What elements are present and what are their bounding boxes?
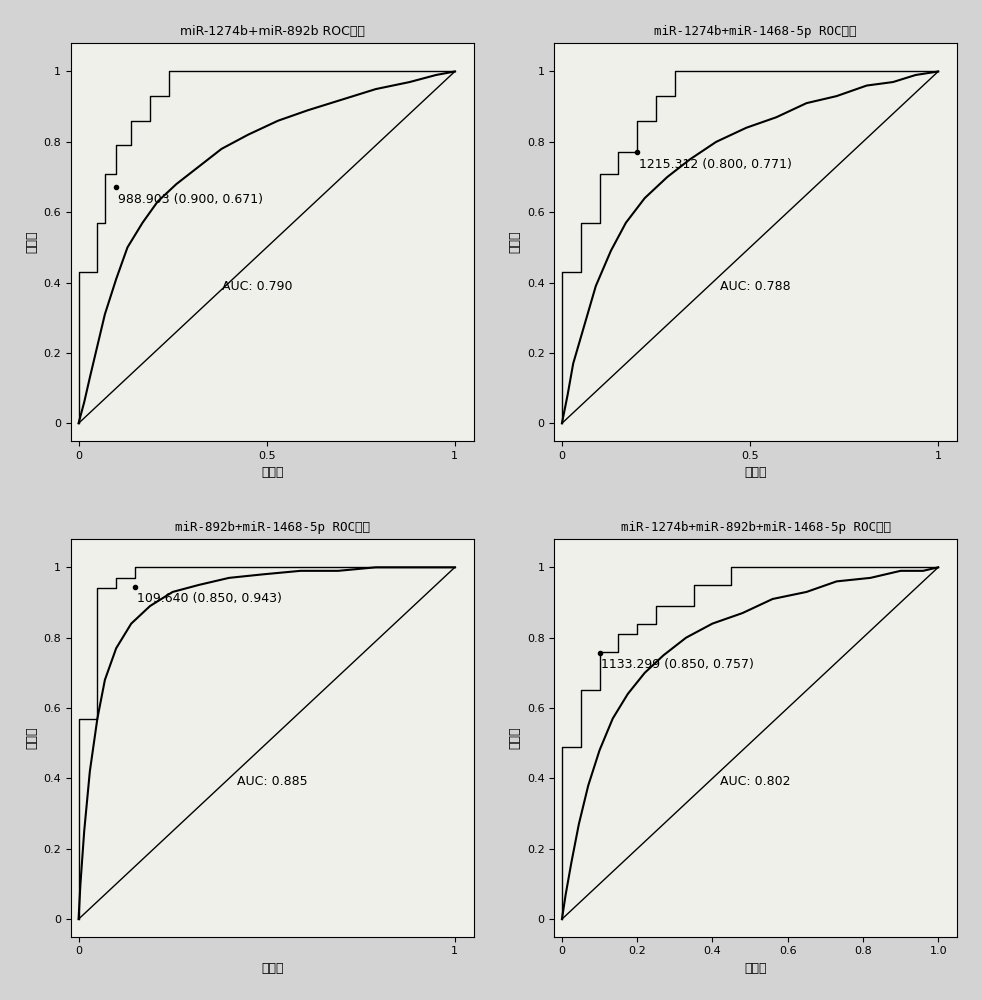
Title: miR-1274b+miR-1468-5p ROC曲线: miR-1274b+miR-1468-5p ROC曲线 xyxy=(654,25,857,38)
Text: AUC: 0.885: AUC: 0.885 xyxy=(237,775,307,788)
Y-axis label: 敏感性: 敏感性 xyxy=(509,231,521,253)
Y-axis label: 敏感性: 敏感性 xyxy=(25,231,38,253)
Text: 1215.312 (0.800, 0.771): 1215.312 (0.800, 0.771) xyxy=(639,158,791,171)
X-axis label: 特异性: 特异性 xyxy=(261,466,284,479)
Text: AUC: 0.788: AUC: 0.788 xyxy=(720,280,791,293)
Title: miR-892b+miR-1468-5p ROC曲线: miR-892b+miR-1468-5p ROC曲线 xyxy=(175,521,370,534)
Y-axis label: 敏感性: 敏感性 xyxy=(509,727,521,749)
Text: 109.640 (0.850, 0.943): 109.640 (0.850, 0.943) xyxy=(136,592,282,605)
Title: miR-1274b+miR-892b+miR-1468-5p ROC曲线: miR-1274b+miR-892b+miR-1468-5p ROC曲线 xyxy=(621,521,891,534)
Title: miR-1274b+miR-892b ROC曲线: miR-1274b+miR-892b ROC曲线 xyxy=(180,25,364,38)
Text: 988.903 (0.900, 0.671): 988.903 (0.900, 0.671) xyxy=(118,193,263,206)
X-axis label: 特异性: 特异性 xyxy=(744,962,767,975)
Text: AUC: 0.802: AUC: 0.802 xyxy=(720,775,791,788)
X-axis label: 特异性: 特异性 xyxy=(744,466,767,479)
Y-axis label: 敏感性: 敏感性 xyxy=(25,727,38,749)
Text: 1133.299 (0.850, 0.757): 1133.299 (0.850, 0.757) xyxy=(601,658,754,671)
X-axis label: 特异性: 特异性 xyxy=(261,962,284,975)
Text: AUC: 0.790: AUC: 0.790 xyxy=(222,280,292,293)
